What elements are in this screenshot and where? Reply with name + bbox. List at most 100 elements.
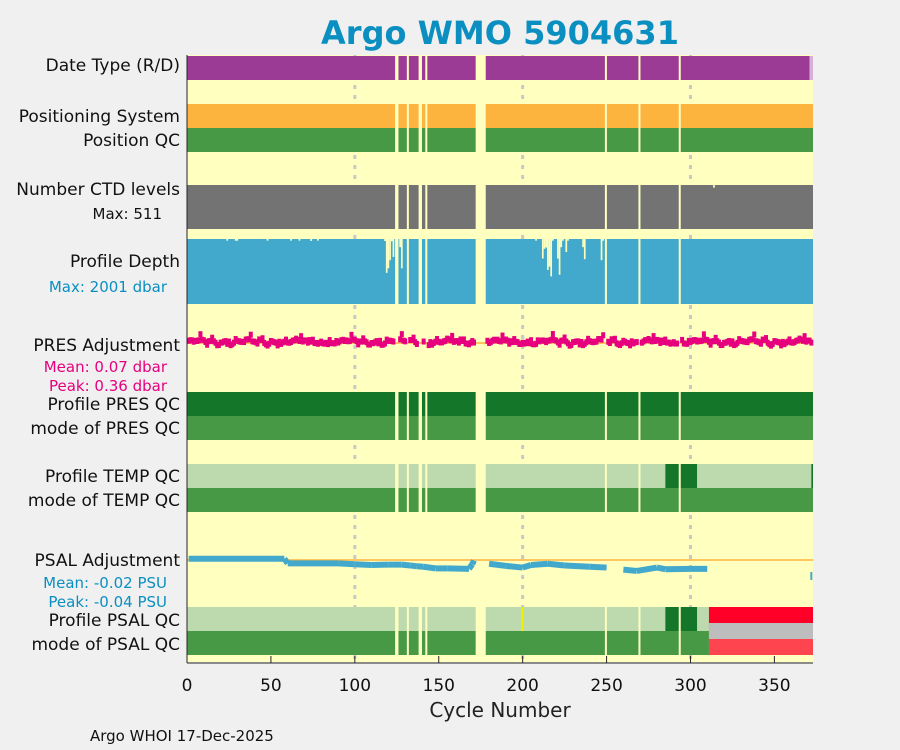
shallow-profile-mark (290, 239, 292, 241)
shallow-profile-mark (557, 239, 559, 259)
pres-adjustment-point (327, 337, 332, 344)
date-type-segment (187, 56, 810, 80)
pres-adjustment-point (711, 338, 716, 345)
psal-adjustment-segment (623, 566, 638, 574)
shallow-profile-mark (298, 239, 301, 241)
positioning-system-segment (187, 104, 813, 128)
row-label-profile-depth: Profile Depth (70, 252, 180, 272)
missing-cycle-gap (475, 185, 486, 304)
missing-cycle-gap (418, 56, 422, 152)
psal-adjustment-segment (281, 556, 291, 566)
pres-adjustment-point (403, 338, 408, 345)
shallow-profile-mark (713, 185, 715, 188)
x-tick-label: 150 (423, 676, 455, 696)
pres-adjustment-point (764, 335, 769, 342)
missing-cycle-gap (678, 392, 681, 512)
shallow-profile-mark (543, 239, 546, 249)
shallow-profile-mark (562, 239, 564, 241)
pres-adjustment-point (735, 339, 740, 346)
pres-adjustment-point (498, 338, 503, 345)
psal-adjustment-segment (466, 562, 475, 571)
pres-adjustment-point (607, 340, 612, 347)
row-label-profile-pres-qc: Profile PRES QC (47, 395, 180, 415)
shallow-profile-mark (545, 239, 547, 248)
shallow-profile-mark (552, 239, 554, 241)
pres-adjustment-point (461, 336, 466, 343)
row-label-profile-temp-qc: Profile TEMP QC (45, 467, 180, 487)
pres-adjustment-point (628, 342, 633, 349)
pres-adjustment-point (414, 340, 419, 347)
pres-adjustment-point (448, 337, 453, 344)
pres-adjustment-point (260, 335, 265, 342)
x-tick-label: 0 (182, 676, 193, 696)
pres-adjustment-point (584, 339, 589, 346)
shallow-profile-mark (567, 239, 569, 241)
shallow-profile-mark (602, 239, 605, 241)
psal-adjustment-segment (488, 560, 507, 569)
row-label-pres-adjustment: PRES Adjustment (33, 336, 180, 356)
profile-psal-qc-segment (187, 607, 522, 631)
missing-cycle-gap (418, 392, 422, 512)
psal-adjustment-segment (521, 562, 532, 571)
psal-adjustment-segment (354, 561, 372, 569)
pres-adjustment-point (730, 338, 735, 345)
pres-mean-label: Mean: 0.07 dbar (44, 358, 168, 376)
pres-adjustment-point (349, 331, 354, 338)
shallow-profile-mark (400, 239, 403, 269)
profile-pres-qc-segment (187, 392, 813, 416)
missing-cycle-gap (406, 185, 409, 304)
missing-cycle-gap (395, 56, 399, 152)
pres-adjustment-point (297, 337, 302, 344)
shallow-profile-mark (399, 239, 401, 248)
shallow-profile-mark (317, 239, 319, 241)
pres-adjustment-point (354, 338, 359, 345)
date-type-segment (809, 56, 813, 80)
pres-adjustment-point (505, 337, 510, 344)
pres-adjustment-point (529, 337, 534, 344)
pres-adjustment-point (456, 339, 461, 346)
missing-cycle-gap (638, 185, 641, 304)
psal-adjustment-segment (423, 563, 436, 572)
shallow-profile-mark (541, 239, 544, 259)
shallow-profile-mark (565, 239, 568, 253)
row-label-date-type: Date Type (R/D) (46, 56, 180, 76)
shallow-profile-mark (266, 239, 269, 241)
pres-adjustment-point (549, 336, 554, 343)
shallow-profile-mark (583, 239, 586, 260)
x-tick-label: 350 (758, 676, 790, 696)
pres-adjustment-point (450, 332, 455, 339)
pres-adjustment-point (599, 336, 604, 343)
profile-temp-qc-segment (697, 464, 812, 488)
shallow-profile-mark (535, 239, 537, 241)
profile-psal-qc-segment (521, 607, 524, 631)
psal-adjustment-segment (656, 564, 666, 573)
pres-adjustment-point (210, 334, 215, 341)
pres-adjustment-point (649, 338, 654, 345)
pres-adjustment-point (347, 338, 352, 345)
pres-adjustment-point (208, 337, 213, 344)
pres-adjustment-point (361, 335, 366, 342)
shallow-profile-mark (582, 239, 584, 248)
mode-pres-qc-segment (187, 416, 813, 440)
missing-cycle-gap (638, 56, 641, 152)
missing-cycle-gap (418, 185, 422, 304)
pres-adjustment-point (634, 339, 639, 346)
missing-cycle-gap (418, 607, 422, 655)
pres-adjustment-point (562, 334, 567, 341)
pres-adjustment-point (226, 338, 231, 345)
psal-adjustment-segment (530, 560, 549, 569)
row-label-mode-pres-qc: mode of PRES QC (30, 419, 180, 439)
shallow-profile-mark (384, 239, 386, 241)
pres-adjustment-point (527, 340, 532, 347)
psal-qc-gray-band (708, 623, 813, 639)
pres-adjustment-point (510, 339, 515, 346)
row-label-positioning-system: Positioning System (19, 107, 180, 127)
depth-max-label: Max: 2001 dbar (49, 278, 168, 296)
pres-adjustment-point (198, 331, 203, 338)
profile-temp-qc-segment (665, 464, 698, 488)
missing-cycle-gap (604, 607, 607, 655)
pres-adjustment-point (713, 334, 718, 341)
pres-adjustment-point (411, 334, 416, 341)
missing-cycle-gap (395, 392, 399, 512)
